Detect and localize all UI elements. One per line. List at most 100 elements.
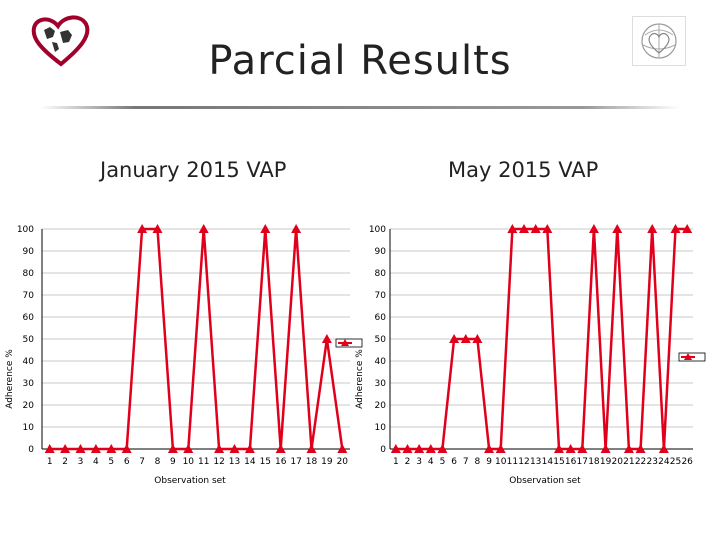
data-point [214, 444, 225, 453]
x-tick-label: 9 [170, 457, 176, 467]
data-point [600, 444, 611, 453]
y-tick-label: 10 [23, 423, 35, 433]
x-tick-label: 8 [475, 457, 481, 467]
x-tick-label: 7 [463, 457, 469, 467]
data-point [658, 444, 669, 453]
y-tick-label: 30 [23, 379, 35, 389]
x-tick-label: 20 [612, 457, 624, 467]
data-point [588, 224, 599, 233]
y-tick-label: 40 [23, 357, 35, 367]
y-tick-label: 20 [375, 401, 387, 411]
legend [678, 352, 706, 362]
y-tick-label: 80 [375, 269, 387, 279]
legend-marker [341, 339, 349, 346]
y-tick-label: 20 [23, 401, 35, 411]
legend-marker [684, 353, 692, 360]
x-tick-label: 1 [47, 457, 53, 467]
x-tick-label: 13 [229, 457, 240, 467]
data-point [623, 444, 634, 453]
x-tick-label: 11 [198, 457, 209, 467]
x-tick-label: 11 [507, 457, 518, 467]
data-point [437, 444, 448, 453]
x-tick-label: 9 [486, 457, 492, 467]
y-tick-label: 70 [23, 291, 35, 301]
x-axis-title: Observation set [154, 476, 226, 486]
y-tick-label: 80 [23, 269, 35, 279]
y-tick-label: 60 [375, 313, 387, 323]
data-point [244, 444, 255, 453]
y-tick-label: 90 [375, 247, 387, 257]
data-point [121, 444, 132, 453]
x-tick-label: 22 [635, 457, 646, 467]
x-tick-label: 15 [260, 457, 271, 467]
x-tick-label: 8 [155, 457, 161, 467]
x-tick-label: 13 [530, 457, 541, 467]
x-tick-label: 19 [321, 457, 333, 467]
x-axis-title: Observation set [509, 476, 581, 486]
data-point [291, 224, 302, 233]
data-point [44, 444, 55, 453]
data-point [472, 334, 483, 343]
y-tick-label: 30 [375, 379, 387, 389]
data-point [260, 224, 271, 233]
y-tick-label: 50 [375, 335, 387, 345]
x-tick-label: 10 [183, 457, 195, 467]
chart-title-january: January 2015 VAP [100, 158, 287, 182]
x-tick-label: 6 [124, 457, 130, 467]
data-point [183, 444, 194, 453]
x-tick-label: 5 [108, 457, 114, 467]
chart-title-may: May 2015 VAP [448, 158, 599, 182]
data-point [682, 224, 693, 233]
x-tick-label: 3 [78, 457, 84, 467]
data-point [449, 334, 460, 343]
x-tick-label: 19 [600, 457, 612, 467]
data-point [577, 444, 588, 453]
x-tick-label: 2 [405, 457, 411, 467]
data-point [167, 444, 178, 453]
heart-map-logo-icon [31, 15, 90, 67]
x-tick-label: 4 [93, 457, 99, 467]
data-point [519, 224, 530, 233]
x-tick-label: 14 [244, 457, 256, 467]
y-tick-label: 90 [23, 247, 35, 257]
x-tick-label: 7 [139, 457, 145, 467]
x-tick-label: 4 [428, 457, 434, 467]
y-tick-label: 50 [23, 335, 35, 345]
x-tick-label: 24 [658, 457, 670, 467]
data-point [647, 224, 658, 233]
data-point [460, 334, 471, 343]
x-tick-label: 20 [337, 457, 349, 467]
data-point [670, 224, 681, 233]
x-tick-label: 12 [518, 457, 529, 467]
x-tick-label: 14 [542, 457, 554, 467]
y-tick-label: 40 [375, 357, 387, 367]
data-point [152, 224, 163, 233]
y-tick-label: 0 [28, 445, 34, 455]
x-tick-label: 12 [213, 457, 224, 467]
data-point [635, 444, 646, 453]
y-tick-label: 60 [23, 313, 35, 323]
x-tick-label: 16 [275, 457, 287, 467]
page-title: Parcial Results [208, 38, 512, 84]
data-point [75, 444, 86, 453]
x-tick-label: 21 [623, 457, 634, 467]
y-axis-title: Adherence % [355, 349, 365, 409]
y-tick-label: 0 [380, 445, 386, 455]
globe-heart-logo-icon [632, 16, 686, 66]
data-point [275, 444, 286, 453]
x-tick-label: 6 [451, 457, 457, 467]
x-tick-label: 23 [646, 457, 657, 467]
data-point [90, 444, 101, 453]
x-tick-label: 10 [495, 457, 507, 467]
data-point [414, 444, 425, 453]
data-point [198, 224, 209, 233]
data-point [106, 444, 117, 453]
y-axis-title: Adherence % [5, 349, 15, 409]
x-tick-label: 17 [577, 457, 588, 467]
data-point [484, 444, 495, 453]
x-tick-label: 26 [681, 457, 693, 467]
x-tick-label: 16 [565, 457, 577, 467]
